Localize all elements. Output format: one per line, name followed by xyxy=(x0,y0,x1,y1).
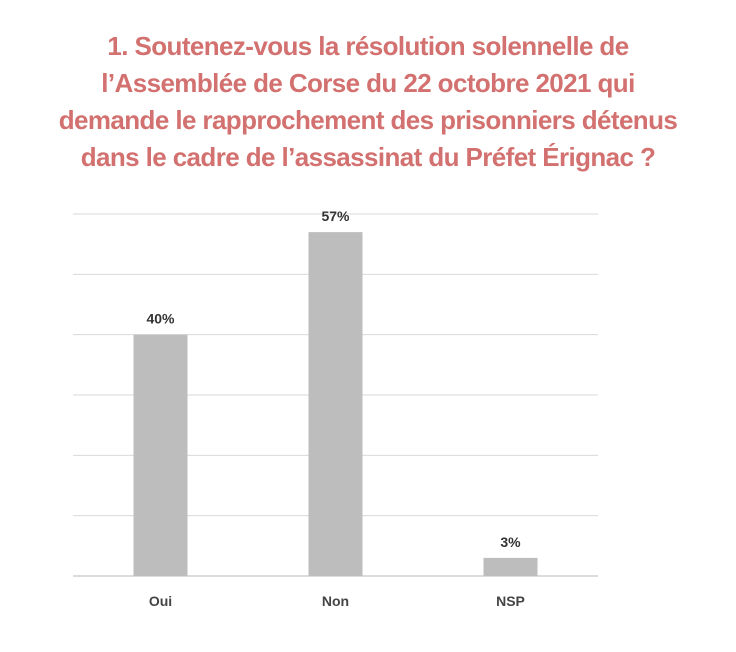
data-labels: 40% 57% 3% xyxy=(146,208,521,550)
bar-oui xyxy=(133,334,188,576)
chart-title-line-3: demande le rapprochement des prisonniers… xyxy=(58,105,678,135)
bar-non xyxy=(308,232,363,576)
tick-label-nsp: NSP xyxy=(496,593,525,609)
bar-nsp xyxy=(483,557,538,576)
category-tick-labels: Oui Non NSP xyxy=(149,593,525,609)
chart-title-line-2: l’Assemblée de Corse du 22 octobre 2021 … xyxy=(101,68,635,98)
tick-label-non: Non xyxy=(322,593,349,609)
data-label-non: 57% xyxy=(321,208,350,224)
chart-title: 1. Soutenez-vous la résolution solennell… xyxy=(0,28,736,176)
chart-title-line-4: dans le cadre de l’assassinat du Préfet … xyxy=(80,142,656,172)
tick-label-oui: Oui xyxy=(149,593,172,609)
data-label-oui: 40% xyxy=(146,311,175,327)
data-label-nsp: 3% xyxy=(500,534,521,550)
chart-title-line-1: 1. Soutenez-vous la résolution solennell… xyxy=(107,31,629,61)
bars xyxy=(133,232,538,576)
